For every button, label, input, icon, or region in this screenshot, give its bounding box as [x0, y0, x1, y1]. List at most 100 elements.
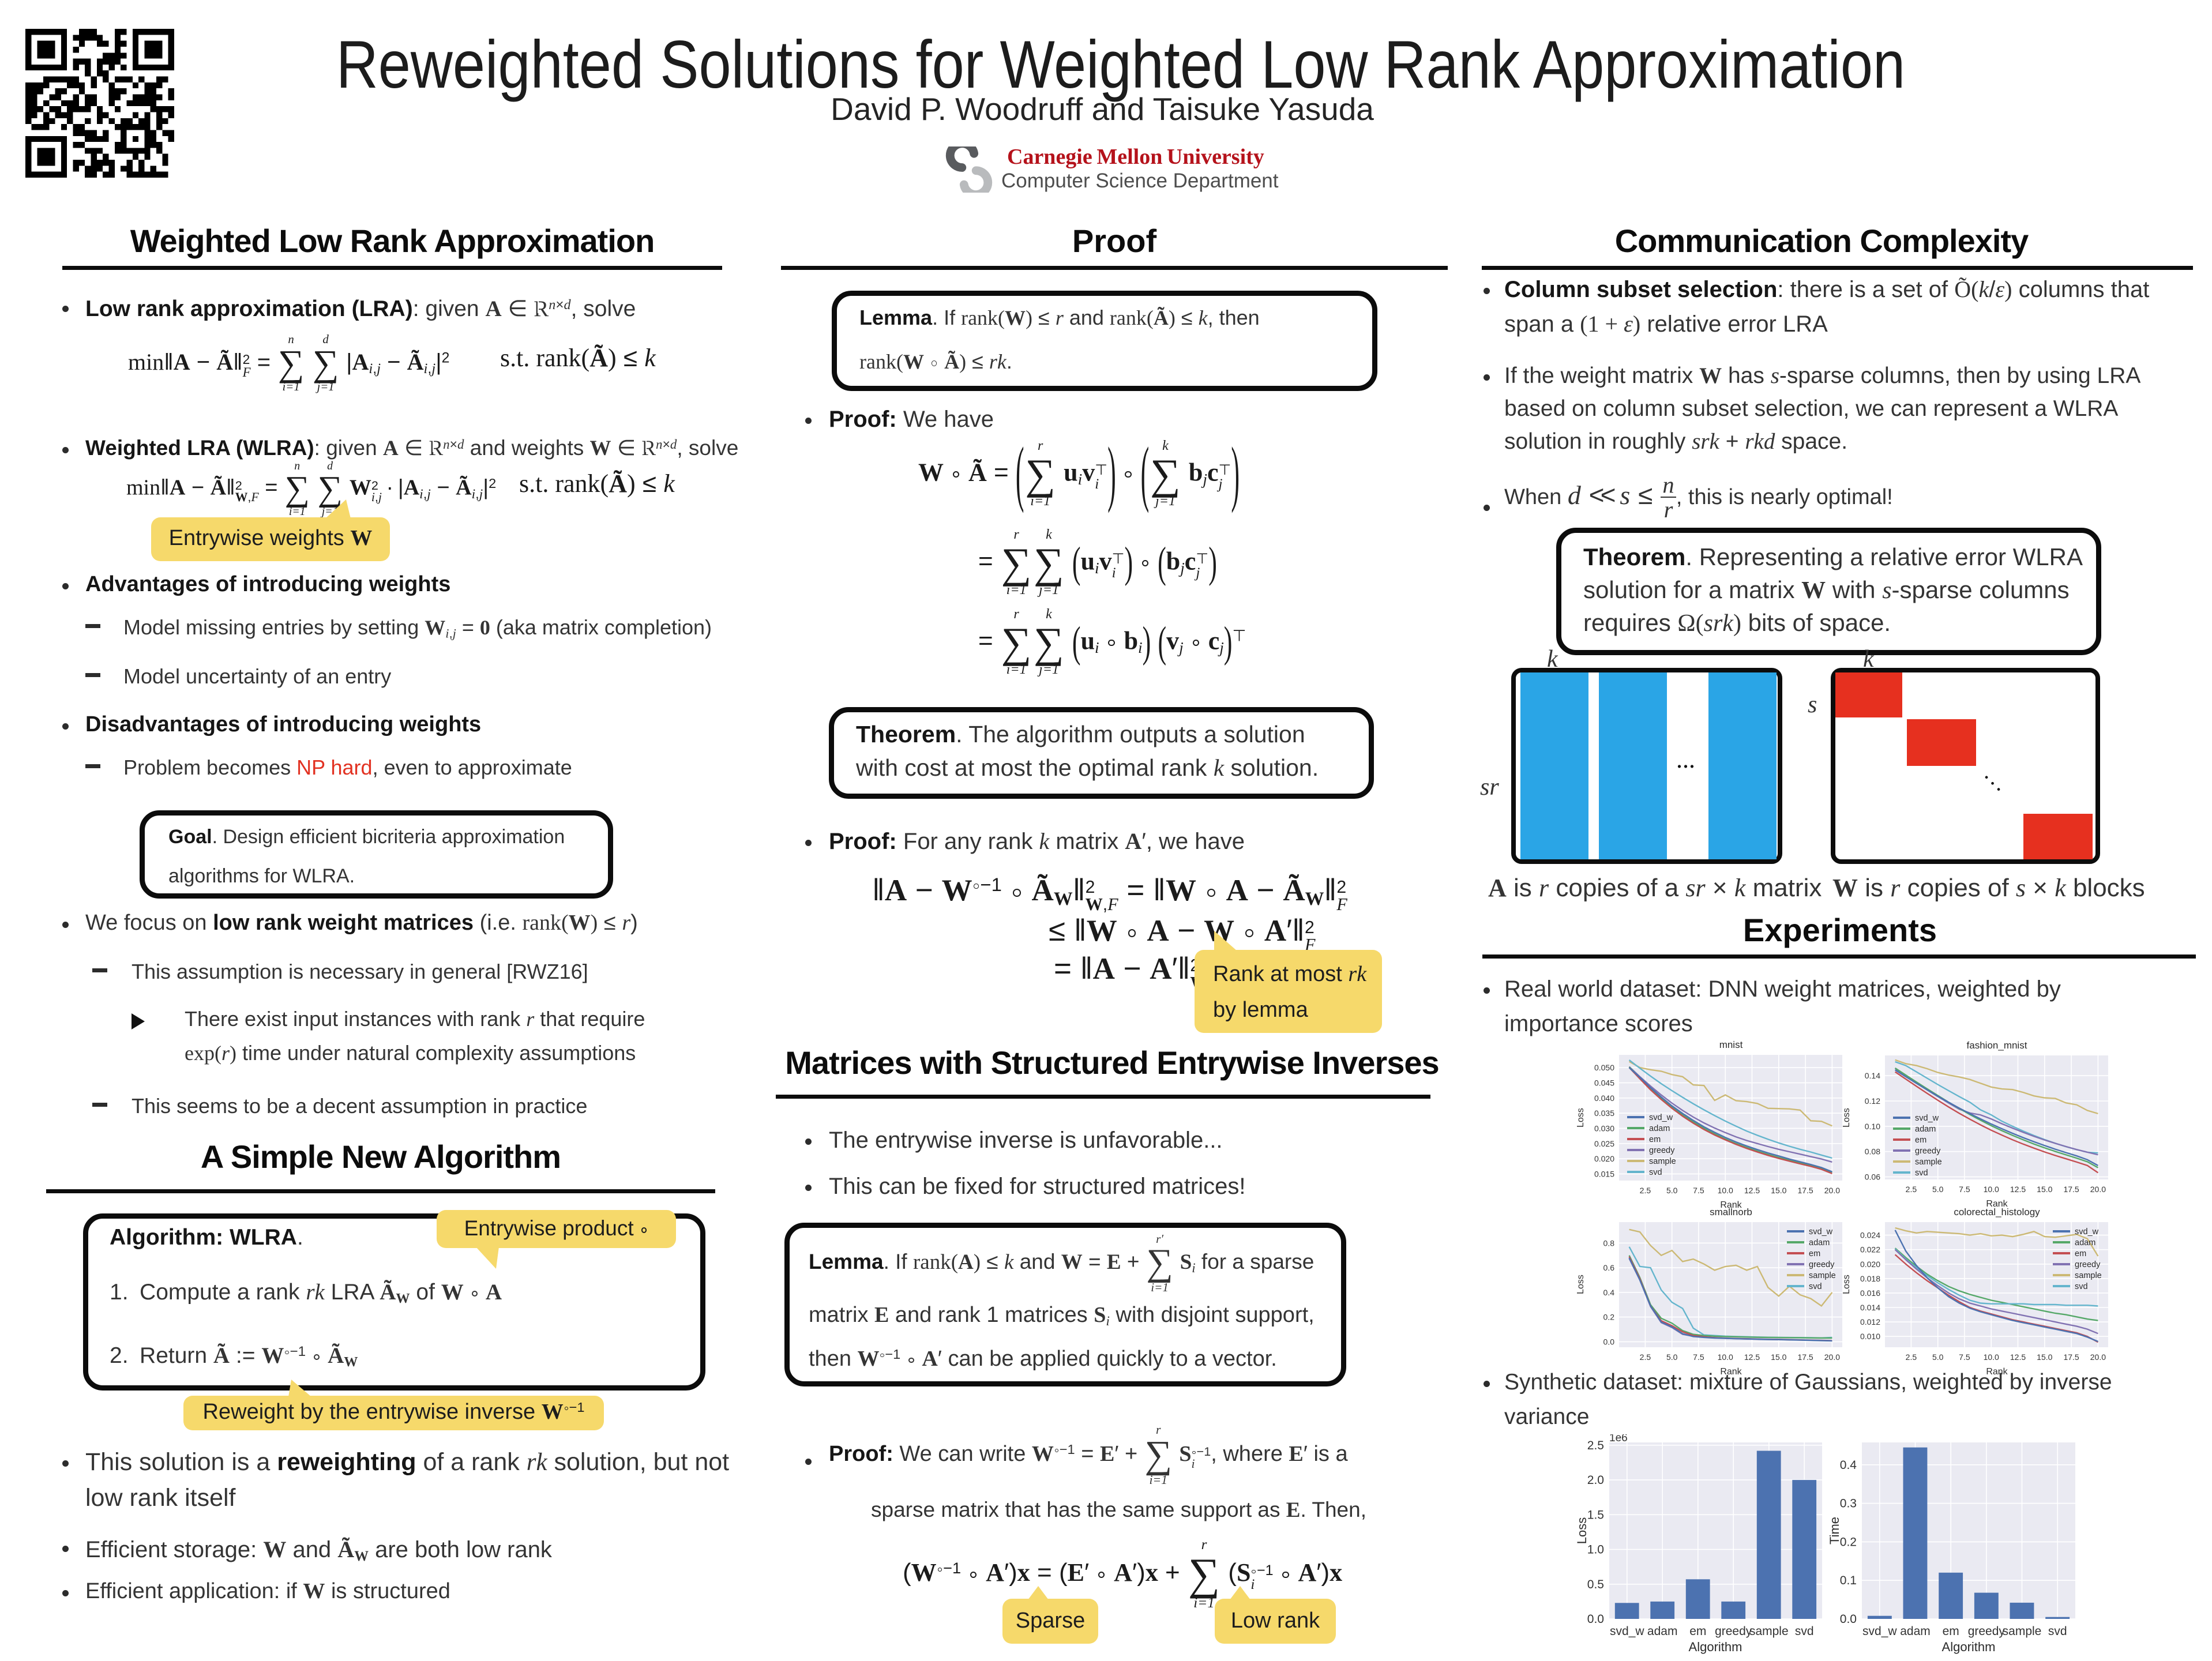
svg-text:20.0: 20.0 — [1824, 1352, 1840, 1362]
svg-text:sample: sample — [2003, 1625, 2042, 1638]
svg-text:15.0: 15.0 — [1771, 1352, 1786, 1362]
svg-text:15.0: 15.0 — [1771, 1186, 1786, 1195]
svg-text:0.016: 0.016 — [1860, 1288, 1880, 1298]
svg-text:0.018: 0.018 — [1860, 1274, 1880, 1283]
svg-text:em: em — [1809, 1249, 1820, 1258]
svg-text:7.5: 7.5 — [1959, 1352, 1970, 1362]
svg-text:5.0: 5.0 — [1932, 1352, 1944, 1362]
svg-text:em: em — [1915, 1136, 1926, 1145]
svg-text:0.8: 0.8 — [1603, 1238, 1615, 1247]
svg-text:0.040: 0.040 — [1594, 1093, 1614, 1103]
svg-text:1e6: 1e6 — [1609, 1434, 1628, 1444]
svg-text:0.012: 0.012 — [1860, 1317, 1880, 1326]
svg-text:Algorithm: Algorithm — [1689, 1640, 1742, 1654]
svg-text:5.0: 5.0 — [1666, 1352, 1678, 1362]
svg-text:10.0: 10.0 — [1984, 1352, 1999, 1362]
svg-text:17.5: 17.5 — [2063, 1185, 2079, 1194]
svg-text:7.5: 7.5 — [1959, 1185, 1970, 1194]
svg-text:svd: svd — [1809, 1282, 1822, 1291]
svg-text:17.5: 17.5 — [1797, 1186, 1813, 1195]
svg-text:em: em — [1943, 1625, 1959, 1638]
svg-text:0.6: 0.6 — [1603, 1263, 1615, 1272]
svg-text:12.5: 12.5 — [2010, 1352, 2026, 1362]
svg-text:Loss: Loss — [1576, 1108, 1586, 1128]
svg-text:1.5: 1.5 — [1587, 1508, 1604, 1521]
svg-text:7.5: 7.5 — [1693, 1352, 1704, 1362]
svg-text:Time: Time — [1827, 1517, 1842, 1544]
svg-text:Loss: Loss — [1576, 1275, 1586, 1294]
svg-text:adam: adam — [2075, 1238, 2095, 1247]
svg-text:svd_w: svd_w — [1915, 1114, 1939, 1123]
svg-text:greedy: greedy — [1968, 1625, 2006, 1638]
svg-text:Rank: Rank — [1986, 1367, 2008, 1377]
svg-text:0.0: 0.0 — [1603, 1337, 1615, 1346]
svg-text:greedy: greedy — [1809, 1260, 1835, 1269]
svg-text:svd: svd — [2048, 1625, 2067, 1638]
svg-text:7.5: 7.5 — [1693, 1186, 1704, 1195]
svg-text:greedy: greedy — [1715, 1625, 1752, 1638]
svg-text:0.024: 0.024 — [1860, 1231, 1880, 1240]
svg-text:0.045: 0.045 — [1594, 1078, 1614, 1087]
svg-text:sample: sample — [1915, 1158, 1942, 1167]
svg-text:mnist: mnist — [1719, 1039, 1743, 1050]
svg-text:15.0: 15.0 — [2037, 1185, 2052, 1194]
svg-text:0.5: 0.5 — [1587, 1578, 1604, 1591]
svg-text:em: em — [1689, 1625, 1706, 1638]
svg-text:0.3: 0.3 — [1840, 1497, 1857, 1510]
svg-text:sample: sample — [2075, 1271, 2102, 1280]
svg-text:0.0: 0.0 — [1840, 1613, 1857, 1626]
svg-text:greedy: greedy — [1649, 1146, 1675, 1155]
svg-text:Loss: Loss — [1842, 1108, 1852, 1128]
svg-text:2.5: 2.5 — [1906, 1185, 1917, 1194]
svg-text:17.5: 17.5 — [1797, 1352, 1813, 1362]
svg-text:2.5: 2.5 — [1640, 1352, 1651, 1362]
svg-text:0.10: 0.10 — [1865, 1122, 1880, 1131]
svg-text:0.015: 0.015 — [1594, 1169, 1614, 1178]
svg-text:0.08: 0.08 — [1865, 1147, 1880, 1156]
svg-text:17.5: 17.5 — [2063, 1352, 2079, 1362]
svg-text:adam: adam — [1647, 1625, 1678, 1638]
svg-text:sample: sample — [1809, 1271, 1836, 1280]
svg-text:0.010: 0.010 — [1860, 1332, 1880, 1341]
svg-text:2.5: 2.5 — [1587, 1439, 1604, 1452]
svg-text:adam: adam — [1809, 1238, 1830, 1247]
svg-text:0.14: 0.14 — [1865, 1071, 1880, 1080]
svg-text:svd_w: svd_w — [1809, 1227, 1833, 1237]
svg-text:12.5: 12.5 — [1744, 1352, 1760, 1362]
svg-text:0.035: 0.035 — [1594, 1108, 1614, 1118]
svg-text:Algorithm: Algorithm — [1942, 1640, 1996, 1654]
svg-text:svd_w: svd_w — [2075, 1227, 2099, 1237]
svg-text:0.022: 0.022 — [1860, 1245, 1880, 1254]
svg-text:sample: sample — [1749, 1625, 1789, 1638]
svg-text:5.0: 5.0 — [1666, 1186, 1678, 1195]
svg-text:sample: sample — [1649, 1157, 1676, 1166]
svg-text:1.0: 1.0 — [1587, 1543, 1604, 1557]
svg-text:greedy: greedy — [2075, 1260, 2101, 1269]
svg-text:Rank: Rank — [1986, 1199, 2008, 1209]
svg-text:15.0: 15.0 — [2037, 1352, 2052, 1362]
svg-text:0.4: 0.4 — [1603, 1288, 1615, 1297]
svg-text:0.025: 0.025 — [1594, 1139, 1614, 1148]
svg-text:Rank: Rank — [1720, 1367, 1742, 1377]
svg-text:0.12: 0.12 — [1865, 1096, 1880, 1106]
svg-text:adam: adam — [1915, 1125, 1936, 1134]
svg-text:12.5: 12.5 — [1744, 1186, 1760, 1195]
svg-text:smallnorb: smallnorb — [1710, 1207, 1752, 1217]
svg-text:em: em — [2075, 1249, 2086, 1258]
svg-text:12.5: 12.5 — [2010, 1185, 2026, 1194]
svg-text:svd_w: svd_w — [1649, 1113, 1673, 1122]
svg-text:svd: svd — [2075, 1282, 2088, 1291]
svg-text:10.0: 10.0 — [1718, 1186, 1733, 1195]
svg-text:svd: svd — [1649, 1168, 1662, 1177]
svg-text:0.030: 0.030 — [1594, 1123, 1614, 1133]
svg-text:0.2: 0.2 — [1840, 1535, 1857, 1549]
svg-text:greedy: greedy — [1915, 1147, 1941, 1156]
svg-text:0.2: 0.2 — [1603, 1313, 1615, 1322]
svg-text:svd_w: svd_w — [1862, 1625, 1897, 1638]
svg-text:Loss: Loss — [1842, 1275, 1852, 1294]
svg-text:5.0: 5.0 — [1932, 1185, 1944, 1194]
svg-text:svd: svd — [1915, 1168, 1928, 1178]
svg-text:colorectal_histology: colorectal_histology — [1954, 1207, 2040, 1217]
svg-text:20.0: 20.0 — [2090, 1185, 2106, 1194]
svg-text:2.5: 2.5 — [1906, 1352, 1917, 1362]
